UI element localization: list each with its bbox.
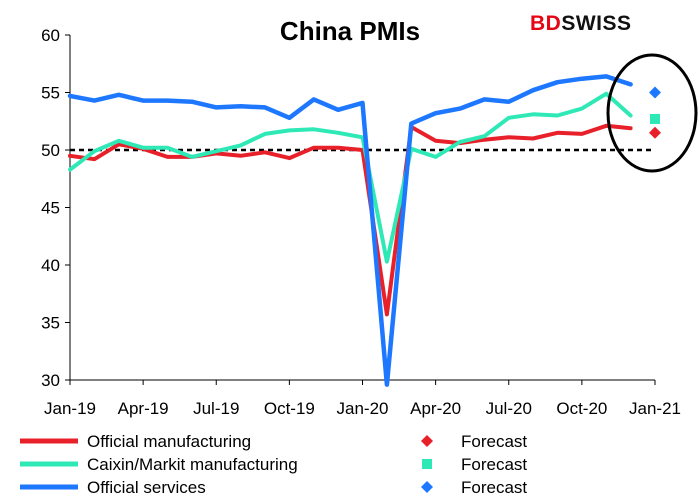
forecast-marker-caixin-manufacturing bbox=[650, 113, 660, 124]
y-tick-label: 30 bbox=[41, 371, 60, 390]
x-tick-label: Oct-19 bbox=[264, 399, 315, 418]
x-tick-label: Jan-20 bbox=[337, 399, 389, 418]
y-tick-label: 55 bbox=[41, 84, 60, 103]
legend-label-forecast-caixin-manufacturing: Forecast bbox=[461, 455, 527, 474]
logo-part-bd: BD bbox=[530, 12, 562, 35]
series-line-official-services bbox=[67, 74, 633, 387]
legend-label-caixin-manufacturing: Caixin/Markit manufacturing bbox=[87, 455, 298, 474]
legend-label-official-services: Official services bbox=[87, 478, 206, 497]
legend-marker-forecast-caixin-manufacturing bbox=[422, 459, 432, 469]
plot-area bbox=[67, 53, 698, 387]
x-tick-label: Jan-21 bbox=[629, 399, 681, 418]
legend-marker-forecast-official-manufacturing bbox=[421, 435, 433, 447]
forecast-marker-official-manufacturing bbox=[649, 126, 661, 139]
series-line-official-manufacturing bbox=[68, 123, 633, 317]
forecast-marker-official-services bbox=[649, 86, 661, 99]
bdswiss-logo: BDSWISS bbox=[530, 12, 632, 36]
y-tick-label: 35 bbox=[41, 314, 60, 333]
legend-label-official-manufacturing: Official manufacturing bbox=[87, 432, 251, 451]
legend-label-forecast-official-manufacturing: Forecast bbox=[461, 432, 527, 451]
x-tick-label: Jul-20 bbox=[486, 399, 532, 418]
x-tick-label: Jul-19 bbox=[193, 399, 239, 418]
y-tick-label: 60 bbox=[41, 26, 60, 45]
annotation-ellipse bbox=[606, 53, 698, 173]
series-line-caixin-manufacturing bbox=[68, 91, 633, 264]
x-tick-label: Oct-20 bbox=[556, 399, 607, 418]
logo-part-swiss: SWISS bbox=[561, 12, 632, 35]
legend-marker-forecast-official-services bbox=[421, 481, 433, 493]
x-tick-label: Apr-20 bbox=[410, 399, 461, 418]
legend-label-forecast-official-services: Forecast bbox=[461, 478, 527, 497]
chart-title: China PMIs bbox=[280, 16, 420, 46]
y-tick-label: 40 bbox=[41, 256, 60, 275]
axes: 30 35 40 45 50 55 60 Jan-19 Apr-19 Jul-19 Oct-19 Ja… bbox=[41, 26, 681, 418]
x-tick-label: Jan-19 bbox=[44, 399, 96, 418]
y-tick-label: 50 bbox=[41, 141, 60, 160]
y-tick-label: 45 bbox=[41, 199, 60, 218]
legend: Official manufacturing Caixin/Markit manu… bbox=[20, 432, 527, 497]
x-tick-label: Apr-19 bbox=[118, 399, 169, 418]
